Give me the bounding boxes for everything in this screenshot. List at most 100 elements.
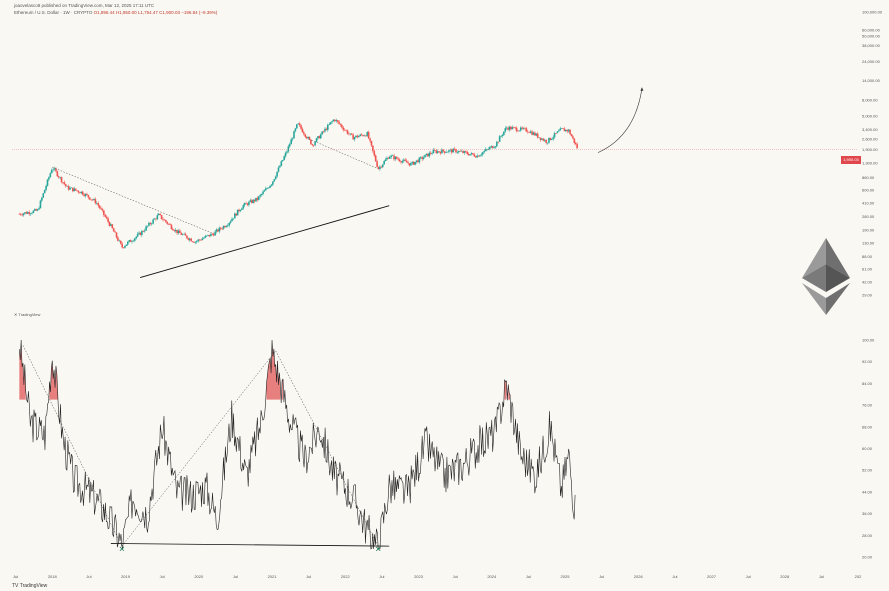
oscillator-tick-label: 92.00 (862, 359, 873, 364)
price-candle (424, 154, 426, 158)
price-candle (472, 153, 474, 155)
price-candle (415, 160, 418, 162)
price-candle (43, 189, 46, 194)
price-candle (443, 151, 446, 153)
price-candle (172, 228, 174, 231)
price-candle (341, 125, 343, 128)
price-candle (90, 199, 92, 201)
price-candle (521, 127, 523, 129)
price-candle (288, 144, 291, 147)
price-candle (304, 134, 307, 137)
price-candle (459, 150, 462, 152)
price-candle (460, 151, 463, 152)
price-candle (339, 123, 342, 126)
price-candle (456, 152, 459, 153)
price-candle (556, 131, 559, 134)
time-tick-label: 2021 (268, 574, 278, 579)
price-candle (87, 194, 90, 198)
price-candle (105, 216, 108, 219)
footer-logo-text: TradingView (19, 583, 48, 589)
price-tick-label: 50,000.00 (862, 34, 881, 39)
time-tick-label: Jul (453, 574, 458, 579)
price-candle (94, 199, 97, 204)
price-candle (52, 169, 54, 170)
price-tick-label: 24,000.00 (862, 59, 881, 64)
price-candle (536, 133, 539, 138)
price-candle (511, 127, 514, 130)
price-candle (166, 221, 169, 224)
price-candle (336, 120, 339, 122)
price-candle (62, 182, 64, 183)
price-candle (315, 138, 318, 142)
price-candle (377, 166, 380, 170)
price-candle (84, 193, 87, 197)
time-tick-label: 2024 (487, 574, 497, 579)
price-candle (436, 151, 439, 153)
price-candle (235, 213, 238, 216)
price-candle (253, 199, 256, 202)
price-candle (570, 134, 573, 137)
price-candle (66, 186, 69, 187)
price-candle (186, 235, 188, 239)
price-candle (41, 197, 43, 201)
price-candle (146, 225, 149, 227)
price-candle (156, 215, 159, 220)
price-candle (280, 161, 283, 166)
price-candle (305, 136, 308, 139)
oscillator-tick-label: 44.00 (862, 489, 873, 494)
price-candle (184, 233, 187, 236)
price-candle (153, 218, 156, 220)
price-candle (512, 127, 515, 128)
price-candle (324, 128, 326, 132)
price-candle (225, 226, 228, 228)
price-candle (490, 146, 493, 148)
price-candle (525, 128, 528, 132)
price-candle (246, 203, 249, 206)
price-candle (136, 233, 139, 237)
price-candle (31, 212, 33, 214)
price-candle (319, 134, 322, 139)
current-price-badge: 1,900.03 (841, 156, 861, 164)
price-candle (559, 128, 562, 131)
tradingview-logo-icon: TV (12, 583, 19, 589)
price-candle (101, 208, 104, 211)
price-candle (131, 241, 133, 242)
price-candle (296, 124, 298, 129)
price-candle (574, 142, 577, 144)
price-candle (176, 229, 178, 234)
price-candle (322, 131, 325, 133)
price-candle (55, 168, 57, 172)
price-candle (139, 232, 142, 236)
price-candle (365, 135, 367, 137)
oscillator-line (19, 339, 576, 550)
price-candle (226, 225, 229, 227)
price-candle (86, 193, 88, 195)
footer-logo[interactable]: TV TradingView (12, 583, 47, 589)
price-candle (284, 152, 287, 157)
time-tick-label: 2022 (341, 574, 351, 579)
price-candle (546, 142, 549, 144)
price-candle (117, 237, 119, 241)
price-candle (122, 247, 125, 248)
price-candle (380, 166, 383, 168)
price-candle (318, 136, 321, 139)
price-candle (95, 203, 98, 204)
price-candle (224, 225, 226, 228)
price-candle (57, 176, 60, 178)
price-candle (327, 124, 329, 130)
price-candle (374, 155, 377, 162)
price-candle (393, 155, 395, 160)
price-candle (386, 157, 388, 160)
price-candle (401, 160, 404, 163)
price-candle (362, 135, 364, 137)
price-candle (487, 149, 490, 150)
oscillator-axis: 100.00 92.00 84.00 76.00 68.00 60.00 52.00 44.0… (862, 338, 875, 560)
time-tick-label: 2025 (561, 574, 571, 579)
x-marker-stroke (375, 546, 381, 552)
oscillator-tick-label: 100.00 (862, 338, 875, 343)
time-tick-label: Jul (233, 574, 238, 579)
price-candle (124, 245, 126, 248)
price-candle (373, 151, 376, 156)
price-candle (298, 123, 301, 126)
